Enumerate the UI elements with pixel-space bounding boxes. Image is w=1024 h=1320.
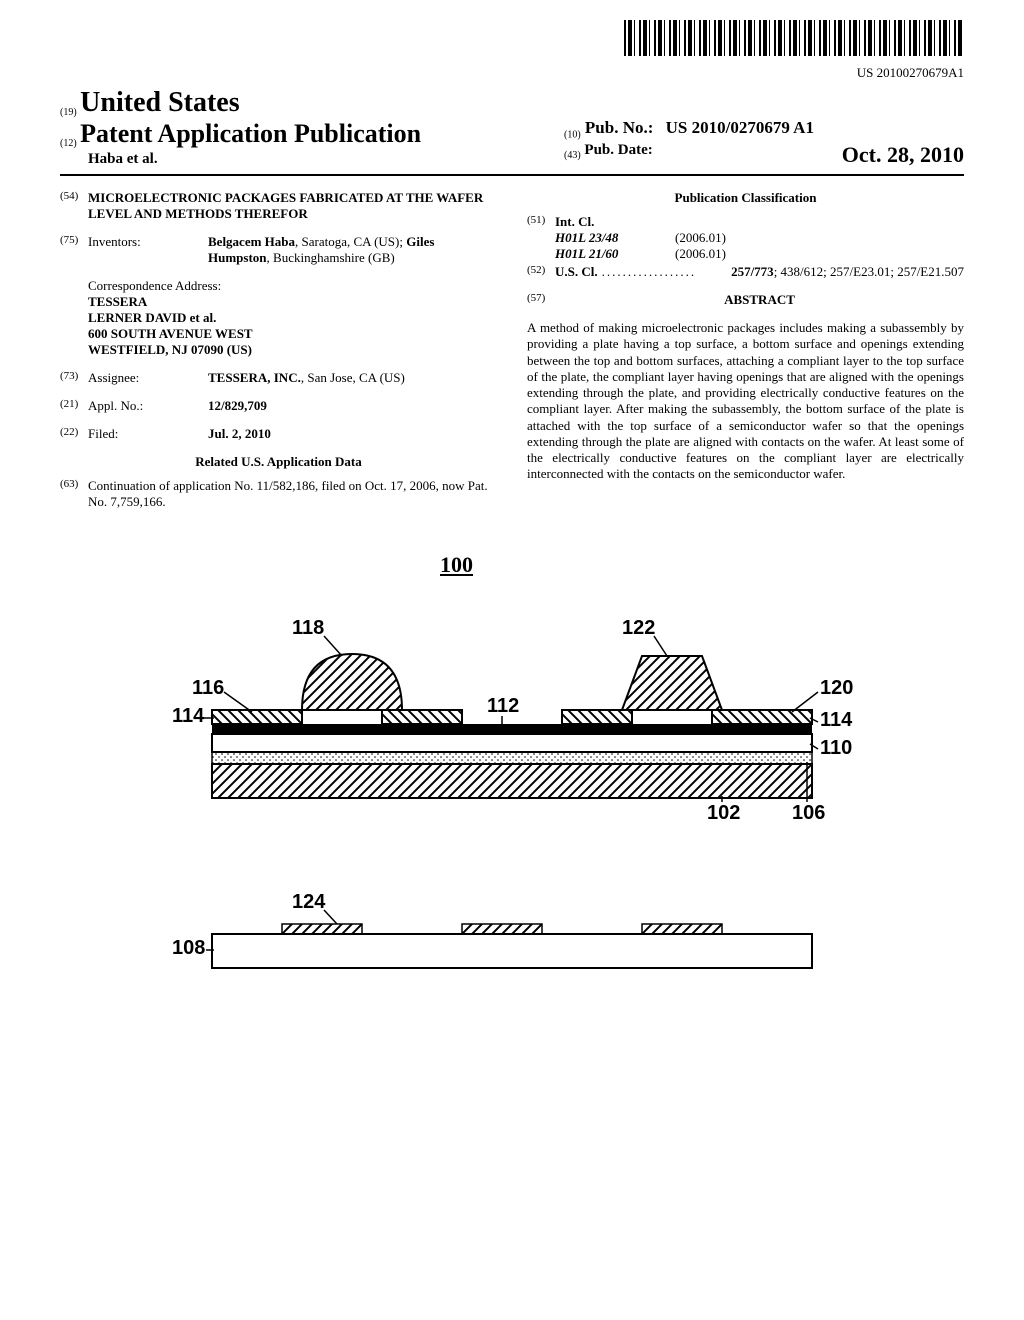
inventors-label: Inventors: <box>88 234 208 266</box>
intcl-row: (51) Int. Cl. H01L 23/48 (2006.01) H01L … <box>527 214 964 262</box>
authors: Haba et al. <box>88 151 158 167</box>
assignee-label: Assignee: <box>88 370 208 386</box>
appl-row: (21) Appl. No.: 12/829,709 <box>60 398 497 414</box>
correspondence-block: Correspondence Address: TESSERA LERNER D… <box>88 278 497 358</box>
pub-no-line: (10) Pub. No.: US 2010/0270679 A1 <box>564 118 964 140</box>
continuation-row: (63) Continuation of application No. 11/… <box>60 478 497 510</box>
uscl-value: 257/773; 438/612; 257/E23.01; 257/E21.50… <box>731 264 964 279</box>
header-row: (19) United States (12) Patent Applicati… <box>60 87 964 168</box>
intcl-1-code: H01L 23/48 <box>555 230 675 246</box>
num-75: (75) <box>60 234 88 266</box>
header-left: (19) United States (12) Patent Applicati… <box>60 87 421 168</box>
appl-label: Appl. No.: <box>88 398 208 414</box>
figure-ref-100: 100 <box>440 552 964 594</box>
pub-date-label: Pub. Date: <box>584 142 652 158</box>
barcode-graphic <box>624 20 964 56</box>
figure-top-svg: 118 122 116 114 112 120 114 110 102 106 <box>152 594 872 824</box>
inventors-row: (75) Inventors: Belgacem Haba, Saratoga,… <box>60 234 497 266</box>
corr-line-4: WESTFIELD, NJ 07090 (US) <box>88 342 497 358</box>
label-124: 124 <box>292 891 326 913</box>
assignee-value: TESSERA, INC., San Jose, CA (US) <box>208 370 405 386</box>
assignee-row: (73) Assignee: TESSERA, INC., San Jose, … <box>60 370 497 386</box>
label-116: 116 <box>192 677 224 699</box>
pub-no: US 2010/0270679 A1 <box>666 118 814 137</box>
uscl-row: (52) U.S. Cl. .................. 257/773… <box>527 264 964 280</box>
num-43: (43) <box>564 150 581 161</box>
filed-label: Filed: <box>88 426 208 442</box>
label-122: 122 <box>622 617 655 639</box>
invention-title: MICROELECTRONIC PACKAGES FABRICATED AT T… <box>88 190 497 222</box>
biblio-columns: (54) MICROELECTRONIC PACKAGES FABRICATED… <box>60 190 964 522</box>
label-102: 102 <box>707 802 740 824</box>
intcl-2-date: (2006.01) <box>675 246 726 262</box>
intcl-2-code: H01L 21/60 <box>555 246 675 262</box>
inventors-value: Belgacem Haba, Saratoga, CA (US); Giles … <box>208 234 497 266</box>
figure-bottom-svg: 124 108 <box>152 884 872 994</box>
intcl-1: H01L 23/48 (2006.01) <box>555 230 964 246</box>
assignee-name: TESSERA, INC. <box>208 370 301 385</box>
label-114a: 114 <box>172 705 205 727</box>
num-12: (12) <box>60 138 77 149</box>
authors-line: Haba et al. <box>60 151 421 168</box>
title-row: (54) MICROELECTRONIC PACKAGES FABRICATED… <box>60 190 497 222</box>
pub-date: Oct. 28, 2010 <box>842 142 964 168</box>
num-52: (52) <box>527 264 555 280</box>
intcl-block: Int. Cl. H01L 23/48 (2006.01) H01L 21/60… <box>555 214 964 262</box>
num-63: (63) <box>60 478 88 510</box>
label-110: 110 <box>820 737 852 759</box>
right-column: Publication Classification (51) Int. Cl.… <box>527 190 964 522</box>
left-column: (54) MICROELECTRONIC PACKAGES FABRICATED… <box>60 190 497 522</box>
num-21: (21) <box>60 398 88 414</box>
label-106: 106 <box>792 802 825 824</box>
corr-line-1: TESSERA <box>88 294 497 310</box>
label-108: 108 <box>172 937 205 959</box>
label-120: 120 <box>820 677 853 699</box>
barcode-number: US 20100270679A1 <box>60 65 964 81</box>
continuation-text: Continuation of application No. 11/582,1… <box>88 478 497 510</box>
header-rule <box>60 174 964 176</box>
num-10: (10) <box>564 129 581 140</box>
uscl-label: U.S. Cl. <box>555 264 598 280</box>
num-19: (19) <box>60 107 77 118</box>
pub-date-line: (43) Pub. Date: Oct. 28, 2010 <box>564 142 964 168</box>
num-22: (22) <box>60 426 88 442</box>
label-114b: 114 <box>820 709 853 731</box>
inventor-1: Belgacem Haba <box>208 234 295 249</box>
pub-class-heading: Publication Classification <box>527 190 964 206</box>
num-57: (57) <box>527 292 555 308</box>
abstract-heading-row: (57) ABSTRACT <box>527 292 964 308</box>
uscl-dots: .................. <box>602 264 697 280</box>
corr-line-2: LERNER DAVID et al. <box>88 310 497 326</box>
abstract-text: A method of making microelectronic packa… <box>527 320 964 483</box>
country-line: (19) United States <box>60 87 421 119</box>
filed-date: Jul. 2, 2010 <box>208 426 271 442</box>
abstract-heading: ABSTRACT <box>555 292 964 308</box>
related-heading: Related U.S. Application Data <box>60 454 497 470</box>
publication-type: Patent Application Publication <box>80 119 421 148</box>
uscl-block: U.S. Cl. .................. 257/773; 438… <box>555 264 964 280</box>
filed-row: (22) Filed: Jul. 2, 2010 <box>60 426 497 442</box>
pub-type-line: (12) Patent Application Publication <box>60 119 421 149</box>
corr-label: Correspondence Address: <box>88 278 497 294</box>
figure-area: 100 <box>60 552 964 994</box>
intcl-2: H01L 21/60 (2006.01) <box>555 246 964 262</box>
num-73: (73) <box>60 370 88 386</box>
num-54: (54) <box>60 190 88 222</box>
label-118: 118 <box>292 617 324 639</box>
intcl-1-date: (2006.01) <box>675 230 726 246</box>
appl-no: 12/829,709 <box>208 398 267 414</box>
corr-line-3: 600 SOUTH AVENUE WEST <box>88 326 497 342</box>
label-112: 112 <box>487 695 519 717</box>
num-51: (51) <box>527 214 555 262</box>
intcl-label: Int. Cl. <box>555 214 964 230</box>
country: United States <box>80 87 239 118</box>
barcode-area <box>60 20 964 61</box>
pub-no-label: Pub. No.: <box>585 118 653 137</box>
header-right: (10) Pub. No.: US 2010/0270679 A1 (43) P… <box>564 118 964 168</box>
